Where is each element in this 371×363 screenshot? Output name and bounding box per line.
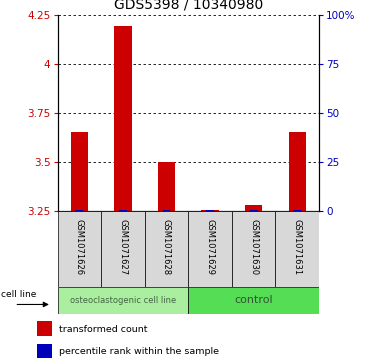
Bar (58, 211, 101, 287)
Text: transformed count: transformed count (59, 325, 148, 334)
Text: GSM1071626: GSM1071626 (75, 219, 84, 275)
Bar (188, 211, 232, 287)
Bar (162, 210, 170, 211)
Bar (37, 344, 52, 358)
Bar (75, 210, 83, 211)
Bar (37, 322, 52, 336)
Bar (289, 132, 306, 211)
Text: GSM1071630: GSM1071630 (249, 219, 258, 275)
Bar (58, 287, 188, 314)
Bar (250, 210, 257, 211)
Bar (188, 287, 319, 314)
Bar (232, 211, 276, 287)
Bar (293, 210, 301, 211)
Text: GSM1071627: GSM1071627 (118, 219, 127, 275)
Text: GSM1071628: GSM1071628 (162, 219, 171, 275)
Text: GSM1071631: GSM1071631 (293, 219, 302, 275)
Bar (201, 209, 219, 211)
Title: GDS5398 / 10340980: GDS5398 / 10340980 (114, 0, 263, 12)
Bar (70, 132, 88, 211)
Text: control: control (234, 295, 273, 305)
Text: cell line: cell line (1, 290, 36, 299)
Bar (145, 211, 188, 287)
Text: percentile rank within the sample: percentile rank within the sample (59, 347, 219, 356)
Bar (245, 205, 262, 211)
Bar (119, 210, 127, 211)
Text: osteoclastogenic cell line: osteoclastogenic cell line (70, 296, 176, 305)
Text: GSM1071629: GSM1071629 (206, 219, 214, 275)
Bar (101, 211, 145, 287)
Bar (114, 26, 132, 211)
Bar (158, 162, 175, 211)
Bar (275, 211, 319, 287)
